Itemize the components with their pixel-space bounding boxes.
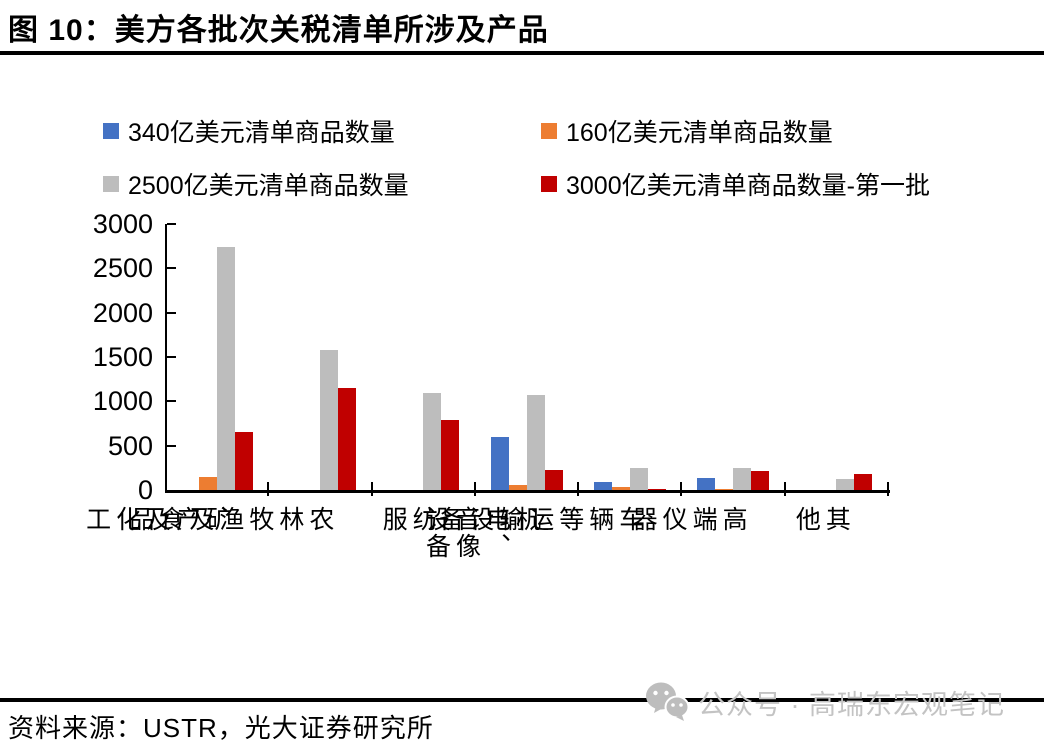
x-axis-tick	[267, 482, 270, 496]
legend-swatch-gray	[103, 176, 119, 192]
bar-1-cat-5	[593, 482, 612, 490]
legend-swatch-darkred	[541, 176, 557, 192]
x-axis-label: 矿产及化工	[82, 506, 231, 533]
bar-3-cat-2	[319, 349, 338, 490]
y-axis-tick	[167, 444, 176, 447]
bar-3-cat-1	[216, 247, 235, 490]
y-axis-label: 1000	[92, 386, 153, 417]
y-axis-tick	[167, 267, 176, 270]
legend-item-160: 160亿美元清单商品数量	[541, 113, 833, 149]
legend-label: 160亿美元清单商品数量	[566, 119, 833, 147]
legend-swatch-orange	[541, 123, 557, 139]
x-axis-label: 纺服	[379, 506, 438, 533]
title-divider	[0, 51, 1044, 55]
figure-title: 图 10：美方各批次关税清单所涉及产品	[8, 14, 549, 47]
bar-4-cat-5	[647, 488, 666, 490]
x-axis-tick	[473, 482, 476, 496]
x-axis-label: 其他	[792, 506, 851, 533]
x-axis-tick	[577, 482, 580, 496]
x-axis-label: 高端仪器	[629, 506, 748, 533]
y-axis-label: 1500	[92, 342, 153, 372]
bar-4-cat-4	[544, 469, 563, 490]
x-axis-label: 车辆等运输设备	[435, 506, 644, 533]
bar-4-cat-6	[751, 470, 770, 490]
bar-2-cat-1	[198, 476, 217, 490]
bar-3-cat-3	[423, 393, 442, 490]
legend-item-3000: 3000亿美元清单商品数量-第一批	[541, 166, 930, 202]
footer-divider	[0, 698, 1044, 702]
y-axis-label: 2000	[92, 297, 153, 328]
bar-4-cat-7	[854, 474, 873, 490]
bar-4-cat-1	[234, 432, 253, 490]
x-axis	[165, 490, 890, 493]
x-axis-label: 机电、音像设备	[422, 506, 541, 560]
x-axis-label: 农林牧渔及食品	[125, 506, 334, 533]
legend-label: 3000亿美元清单商品数量-第一批	[566, 172, 930, 200]
legend-item-340: 340亿美元清单商品数量	[103, 113, 395, 149]
legend-label: 2500亿美元清单商品数量	[128, 172, 409, 200]
legend-item-2500: 2500亿美元清单商品数量	[103, 166, 409, 202]
bar-3-cat-7	[836, 478, 855, 490]
x-axis-tick	[887, 482, 889, 496]
y-axis-label: 0	[137, 475, 153, 505]
watermark: 公众号 · 高瑞东宏观笔记	[644, 680, 1005, 724]
bar-2-cat-5	[611, 487, 630, 490]
wechat-icon	[646, 682, 690, 721]
source-note: 资料来源：USTR，光大证券研究所	[8, 713, 434, 743]
legend-label: 340亿美元清单商品数量	[128, 119, 395, 147]
bar-4-cat-3	[441, 419, 460, 490]
y-axis-label: 2500	[92, 253, 153, 284]
bar-3-cat-6	[733, 468, 752, 490]
bar-4-cat-2	[337, 388, 356, 490]
bar-3-cat-5	[629, 467, 648, 490]
watermark-text: 公众号 · 高瑞东宏观笔记	[698, 689, 1005, 720]
bar-chart-plot: 0 500 1000 1500 2000 2500 3000 矿产及化工 农林牧渔及食品 纺服 机电…	[83, 210, 890, 560]
y-axis-tick	[167, 223, 176, 225]
x-axis-tick	[680, 482, 683, 496]
x-axis-tick	[370, 482, 373, 496]
y-axis-tick	[167, 400, 176, 403]
y-axis-label: 500	[107, 430, 153, 461]
bar-3-cat-4	[526, 394, 545, 490]
bar-2-cat-6	[715, 488, 734, 490]
y-axis-tick	[167, 311, 176, 314]
y-axis	[165, 224, 167, 493]
x-axis-tick	[783, 482, 786, 496]
bar-1-cat-6	[697, 478, 716, 490]
y-axis-tick	[167, 356, 176, 358]
y-axis-label: 3000	[92, 209, 153, 239]
legend-swatch-blue	[103, 123, 119, 139]
bar-1-cat-4	[490, 436, 509, 490]
bar-2-cat-4	[508, 484, 527, 490]
